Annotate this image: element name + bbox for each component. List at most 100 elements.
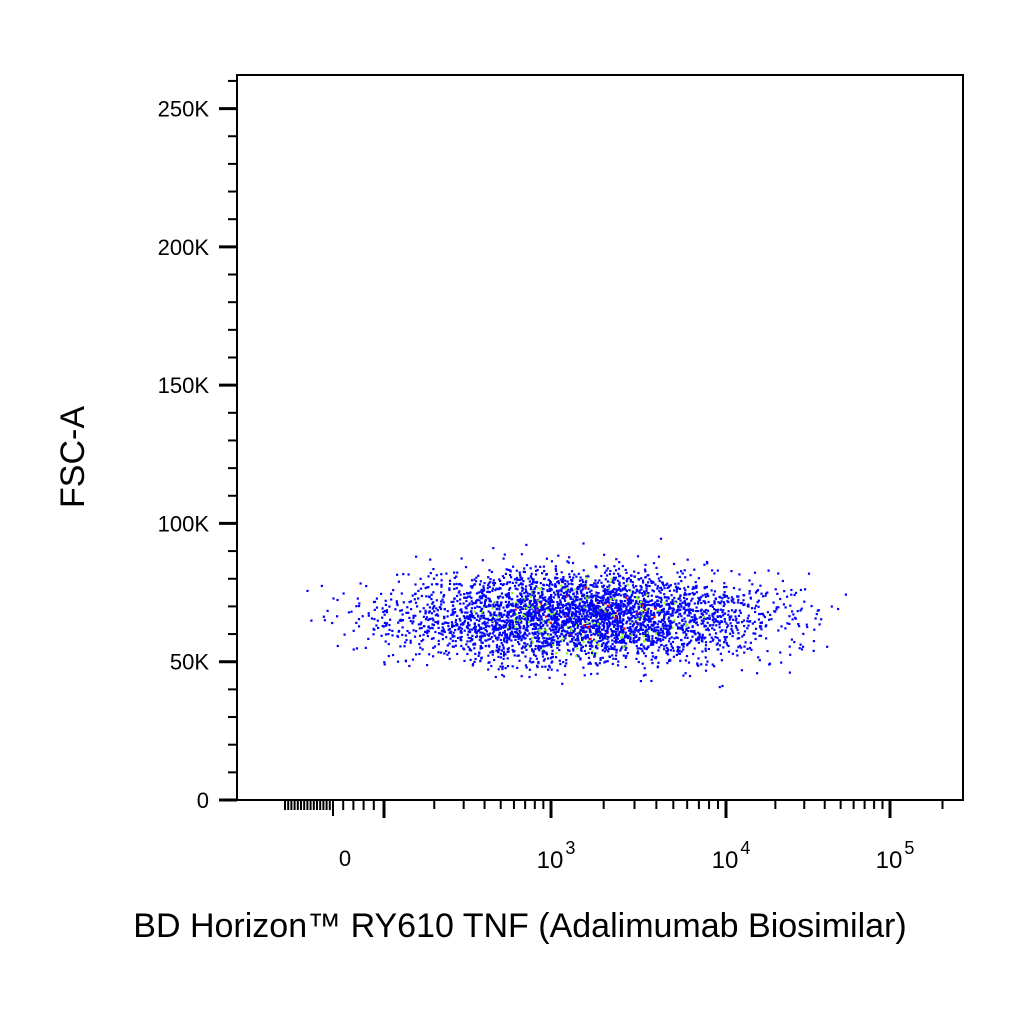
event-dot bbox=[588, 628, 591, 631]
event-dot bbox=[631, 614, 634, 617]
event-dot bbox=[612, 614, 615, 617]
event-dot bbox=[355, 647, 358, 650]
event-dot bbox=[526, 592, 529, 595]
event-dot bbox=[643, 647, 646, 650]
event-dot bbox=[597, 605, 600, 608]
event-dot bbox=[492, 579, 495, 582]
event-dot bbox=[397, 630, 400, 633]
event-dot bbox=[525, 666, 528, 669]
event-dot bbox=[693, 613, 696, 617]
event-dot bbox=[665, 650, 668, 653]
event-dot bbox=[646, 634, 649, 637]
event-dot bbox=[594, 620, 598, 623]
event-dot bbox=[608, 623, 612, 626]
event-dot bbox=[437, 614, 440, 617]
event-dot bbox=[592, 610, 595, 613]
event-dot bbox=[625, 622, 628, 625]
event-dot bbox=[492, 603, 495, 606]
event-dot bbox=[518, 620, 521, 623]
event-dot bbox=[377, 626, 380, 630]
event-dot bbox=[409, 639, 412, 642]
event-dot bbox=[432, 591, 435, 594]
event-dot bbox=[746, 617, 749, 620]
event-dot bbox=[545, 607, 548, 610]
event-dot bbox=[464, 566, 468, 569]
event-dot bbox=[574, 595, 577, 598]
event-dot bbox=[617, 572, 620, 575]
event-dot bbox=[700, 637, 703, 640]
event-dot bbox=[661, 583, 665, 586]
event-dot bbox=[555, 652, 558, 655]
event-dot bbox=[658, 646, 661, 649]
event-dot bbox=[480, 601, 483, 604]
event-dot bbox=[564, 585, 567, 588]
event-dot bbox=[720, 620, 724, 623]
event-dot bbox=[497, 651, 500, 654]
event-dot bbox=[747, 614, 750, 617]
event-dot bbox=[586, 626, 589, 629]
event-dot bbox=[743, 630, 747, 633]
event-dot bbox=[451, 639, 454, 642]
event-dot bbox=[598, 625, 601, 628]
event-dot bbox=[733, 601, 736, 604]
event-dot bbox=[615, 654, 618, 657]
event-dot bbox=[529, 612, 533, 615]
event-dot bbox=[357, 625, 361, 628]
y-tick-label: 200K bbox=[158, 235, 210, 260]
event-dot bbox=[589, 647, 592, 650]
event-dot bbox=[470, 628, 474, 631]
event-dot bbox=[514, 587, 517, 590]
event-dot bbox=[676, 645, 679, 649]
event-dot bbox=[754, 632, 757, 635]
event-dot bbox=[706, 609, 709, 612]
x-tick-label: 10 5 bbox=[876, 838, 915, 874]
event-dot bbox=[523, 570, 526, 574]
event-dot bbox=[656, 639, 659, 642]
event-dot bbox=[757, 599, 760, 602]
event-dot bbox=[549, 597, 552, 600]
event-dot bbox=[646, 624, 649, 627]
event-dot bbox=[764, 594, 767, 597]
event-dot bbox=[633, 641, 636, 644]
event-dot bbox=[622, 605, 625, 608]
event-dot bbox=[617, 603, 620, 606]
event-dot bbox=[723, 635, 726, 639]
event-dot bbox=[588, 644, 591, 647]
event-dot bbox=[685, 655, 689, 658]
event-dot bbox=[527, 612, 530, 615]
event-dot bbox=[653, 622, 656, 625]
event-dot bbox=[644, 655, 647, 658]
event-dot bbox=[430, 612, 433, 615]
event-dot bbox=[511, 648, 514, 652]
event-dot bbox=[718, 644, 722, 647]
event-dot bbox=[442, 595, 445, 598]
event-dot bbox=[651, 589, 654, 592]
event-dot bbox=[494, 589, 497, 592]
event-dot bbox=[619, 588, 622, 591]
event-dot bbox=[496, 600, 499, 604]
event-dot bbox=[627, 604, 630, 607]
event-dot bbox=[534, 609, 537, 612]
event-dot bbox=[633, 596, 636, 599]
event-dot bbox=[626, 652, 629, 655]
event-dot bbox=[541, 645, 544, 648]
event-dot bbox=[553, 622, 556, 625]
event-dot bbox=[594, 579, 597, 582]
event-dot bbox=[611, 646, 614, 650]
event-dot bbox=[500, 612, 503, 615]
event-dot bbox=[582, 666, 585, 669]
event-dot bbox=[515, 576, 519, 580]
event-dot bbox=[624, 584, 627, 587]
event-dot bbox=[454, 644, 457, 647]
event-dot bbox=[433, 605, 436, 608]
event-dot bbox=[605, 617, 608, 621]
event-dot bbox=[666, 582, 669, 585]
event-dot bbox=[666, 634, 669, 637]
event-dot bbox=[579, 608, 582, 611]
event-dot bbox=[716, 620, 719, 623]
event-dot bbox=[571, 589, 574, 592]
event-dot bbox=[568, 616, 571, 619]
event-dot bbox=[535, 636, 538, 639]
event-dot bbox=[672, 608, 675, 611]
event-dot bbox=[605, 622, 608, 625]
